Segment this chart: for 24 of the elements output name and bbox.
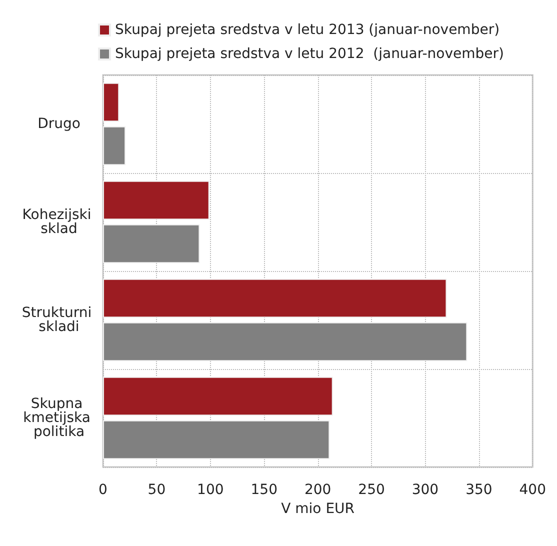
- x-tick-label: 100: [197, 482, 224, 498]
- bar: [103, 126, 126, 166]
- bar: [103, 376, 333, 416]
- x-axis-title: V mio EUR: [281, 500, 355, 517]
- bar: [103, 180, 210, 220]
- y-tick-label: Skupna kmetijska politika: [23, 396, 95, 440]
- x-tick-label: 50: [148, 482, 166, 498]
- y-tick-label: Drugo: [38, 116, 80, 132]
- x-tick-label: 0: [98, 482, 108, 498]
- bar: [103, 278, 447, 318]
- bar: [103, 322, 468, 362]
- legend-label: Skupaj prejeta sredstva v letu 2013 (januar-november): [115, 22, 500, 38]
- x-tick-label: 150: [250, 482, 278, 498]
- x-tick-label: 350: [466, 482, 492, 498]
- bar: [103, 420, 330, 460]
- bar: [103, 82, 120, 122]
- x-tick-label: 200: [304, 482, 332, 498]
- x-tick-label: 300: [412, 482, 439, 498]
- y-tick-label: Kohezijski sklad: [22, 207, 96, 237]
- legend-label: Skupaj prejeta sredstva v letu 2012 (januar-november): [115, 46, 504, 62]
- x-tick-label: 250: [358, 482, 385, 498]
- y-tick-label: Strukturni skladi: [22, 305, 96, 335]
- bar: [103, 224, 200, 264]
- x-tick-label: 400: [519, 482, 546, 498]
